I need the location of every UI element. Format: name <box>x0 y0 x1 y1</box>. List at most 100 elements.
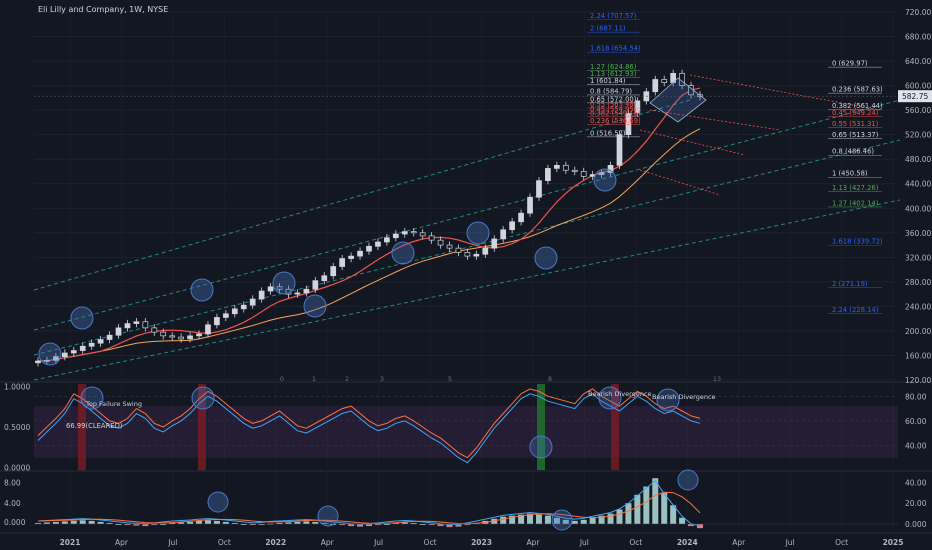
macd-histogram-bar <box>169 522 176 524</box>
highlight-circle <box>272 271 296 295</box>
candle-body <box>375 241 381 247</box>
candle-body <box>366 245 372 252</box>
macd-histogram-bar <box>697 524 703 529</box>
fib-level-label: 2 (687.11) <box>590 25 626 33</box>
macd-histogram-bar <box>580 519 587 524</box>
fib-time-marker: 2 <box>345 375 349 383</box>
rsi-tick-right: 80.00 <box>905 392 927 401</box>
candle-body <box>571 169 578 172</box>
candle-body <box>160 331 167 337</box>
price-tick-label: 280.00 <box>905 278 931 287</box>
candle-body <box>142 321 149 329</box>
time-tick-label: Jul <box>785 538 795 547</box>
rsi-tick-left: 0.0000 <box>4 464 30 473</box>
time-tick-label: Apr <box>732 538 746 547</box>
fib-level-label: 2.24 (228.14) <box>832 306 879 314</box>
current-price-badge <box>898 90 932 103</box>
rsi-zone-bar <box>537 384 545 470</box>
macd-histogram-bar <box>124 524 131 526</box>
macd-histogram-bar <box>357 524 364 527</box>
macd-histogram-bar <box>240 524 247 525</box>
macd-histogram-bar <box>589 517 596 524</box>
fib-level-label: 0.55 (531.31) <box>832 120 879 128</box>
candle-body <box>214 317 220 326</box>
rsi-highlight-circle <box>598 386 622 410</box>
macd-histogram-bar <box>106 522 113 524</box>
macd-histogram-bar <box>151 524 158 526</box>
candle-body <box>79 345 86 351</box>
macd-histogram-bar <box>392 522 399 524</box>
price-tick-label: 600.00 <box>905 82 931 91</box>
macd-histogram-bar <box>35 522 41 524</box>
macd-highlight-circle <box>677 469 699 491</box>
fib-level-label: 0.382 (561.44) <box>832 102 883 110</box>
candle-body <box>294 292 301 295</box>
candle-body <box>106 334 113 340</box>
rsi-tick-right: 60.00 <box>905 417 927 426</box>
candle-body <box>88 342 95 347</box>
candle-body <box>446 244 453 249</box>
time-tick-label: Oct <box>629 538 642 547</box>
price-tick-label: 640.00 <box>905 57 931 66</box>
candle-body <box>536 180 542 198</box>
candle-body <box>267 286 274 292</box>
candle-body <box>97 339 104 344</box>
candle-body <box>518 212 524 223</box>
price-tick-label: 160.00 <box>905 351 931 360</box>
macd-histogram-bar <box>509 515 516 524</box>
macd-histogram-bar <box>679 517 686 524</box>
fib-level-label: 1.27 (624.86) <box>590 63 637 71</box>
highlight-circle <box>38 342 62 366</box>
highlight-circle <box>466 221 490 245</box>
macd-histogram-bar <box>562 519 569 524</box>
time-tick-label: 2025 <box>883 538 904 547</box>
macd-histogram-bar <box>196 520 203 524</box>
channel-line <box>33 99 691 291</box>
channel-line <box>33 199 901 381</box>
macd-highlight-circle <box>551 509 573 531</box>
candle-body <box>231 308 238 315</box>
candle-body <box>70 350 77 354</box>
candle-body <box>401 231 408 235</box>
macd-histogram-bar <box>500 516 507 524</box>
macd-histogram-bar <box>598 515 605 524</box>
projection-line <box>639 129 746 156</box>
candle-body <box>410 231 417 234</box>
fib-level-label: 0.65 (572.00) <box>590 95 637 103</box>
fib-level-label: 2.24 (707.57) <box>590 12 637 20</box>
candle-body <box>473 253 480 257</box>
price-tick-label: 240.00 <box>905 302 931 311</box>
candle-body <box>53 356 59 361</box>
price-tick-label: 720.00 <box>905 8 931 17</box>
fib-level-label: 1.13 (612.93) <box>590 70 637 78</box>
macd-histogram-bar <box>383 524 390 525</box>
rsi-tick-right: 40.00 <box>905 441 927 450</box>
macd-histogram-bar <box>688 524 695 527</box>
projection-line <box>689 74 881 111</box>
candle-body <box>652 79 659 93</box>
rsi-zone-bar <box>198 384 206 470</box>
fib-level-label: 0.8 (584.79) <box>590 87 632 95</box>
macd-histogram-bar <box>374 524 381 526</box>
macd-histogram-bar <box>455 524 462 527</box>
macd-histogram-bar <box>204 520 211 524</box>
candle-body <box>455 247 462 253</box>
time-tick-label: Apr <box>115 538 129 547</box>
chart-title: Eli Lilly and Company, 1W, NYSE <box>38 5 169 14</box>
price-tick-label: 200.00 <box>905 327 931 336</box>
macd-histogram-bar <box>607 513 614 524</box>
fib-level-label: 1 (601.84) <box>590 77 626 85</box>
time-tick-label: Jul <box>167 538 177 547</box>
candle-body <box>249 298 256 306</box>
rsi-highlight-circle <box>656 388 680 412</box>
candle-body <box>509 221 515 231</box>
candle-body <box>339 258 346 267</box>
candle-body <box>437 239 444 246</box>
rsi-tick-left: 0.5000 <box>4 423 30 432</box>
fib-time-marker: 8 <box>548 375 552 383</box>
candle-body <box>258 290 265 300</box>
candle-body <box>44 360 50 362</box>
macd-highlight-circle <box>207 491 229 513</box>
macd-histogram-bar <box>428 524 435 526</box>
